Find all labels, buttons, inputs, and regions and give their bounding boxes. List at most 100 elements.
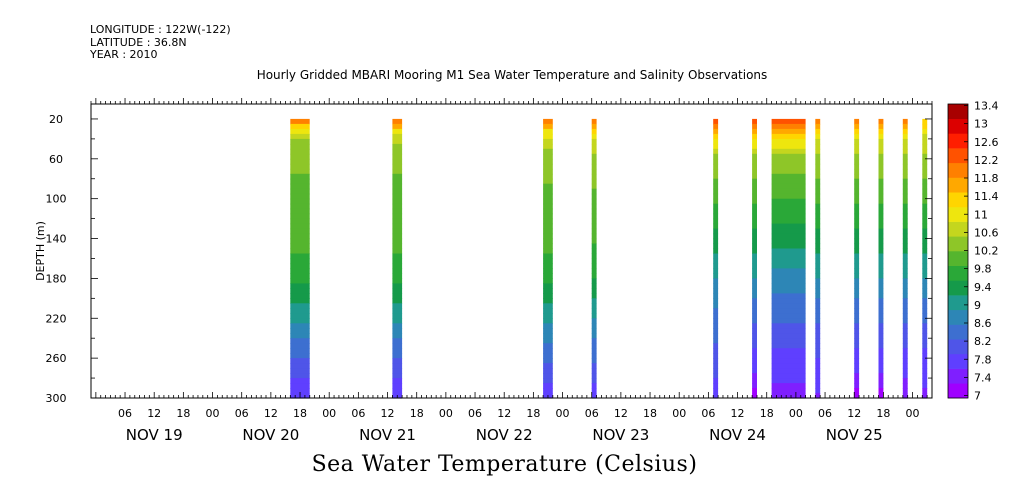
temperature-cell bbox=[752, 218, 757, 225]
temperature-cell bbox=[854, 378, 860, 384]
temperature-cell bbox=[902, 343, 908, 349]
temperature-cell bbox=[878, 333, 884, 339]
temperature-cell bbox=[854, 298, 860, 304]
colorbar-segment bbox=[948, 133, 968, 149]
temperature-cell bbox=[902, 333, 908, 339]
temperature-cell bbox=[290, 273, 310, 279]
temperature-cell bbox=[591, 253, 597, 260]
x-hour-tick-label: 12 bbox=[614, 407, 628, 420]
colorbar-border bbox=[947, 103, 969, 399]
temperature-cell bbox=[878, 208, 884, 215]
temperature-cell bbox=[713, 238, 719, 245]
x-hour-tick-label: 00 bbox=[556, 407, 570, 420]
temperature-cell bbox=[854, 388, 860, 394]
temperature-cell bbox=[815, 373, 821, 379]
temperature-cell bbox=[815, 303, 821, 309]
temperature-cell bbox=[922, 248, 928, 255]
temperature-cell bbox=[815, 243, 821, 250]
temperature-cell bbox=[392, 183, 403, 190]
temperature-cell bbox=[713, 153, 719, 160]
plot-frame bbox=[90, 103, 933, 399]
x-hour-tick-label: 18 bbox=[410, 407, 424, 420]
temperature-cell bbox=[713, 358, 719, 364]
temperature-cell bbox=[922, 218, 928, 225]
temperature-cell bbox=[290, 268, 310, 274]
temperature-cell bbox=[290, 348, 310, 354]
temperature-cell bbox=[752, 198, 757, 205]
temperature-cell bbox=[713, 223, 719, 230]
temperature-cell bbox=[922, 263, 928, 270]
x-hour-tick-label: 12 bbox=[731, 407, 745, 420]
temperature-cell bbox=[922, 378, 928, 384]
temperature-cell bbox=[771, 368, 806, 374]
temperature-cell bbox=[815, 248, 821, 255]
temperature-cell bbox=[854, 248, 860, 255]
temperature-cell bbox=[392, 173, 403, 180]
temperature-cell bbox=[771, 323, 806, 329]
temperature-cell bbox=[752, 383, 757, 389]
temperature-cell bbox=[771, 333, 806, 339]
temperature-cell bbox=[854, 243, 860, 250]
temperature-cell bbox=[591, 123, 597, 130]
chart-title: Hourly Gridded MBARI Mooring M1 Sea Wate… bbox=[256, 68, 768, 82]
colorbar-label: 9 bbox=[974, 299, 981, 312]
temperature-cell bbox=[543, 173, 553, 180]
x-axis: 06 12 18 00 06 12 18 00 06 12 18 00 06 12 18 00 06 12 18 00… bbox=[90, 98, 933, 444]
temperature-cell bbox=[290, 333, 310, 339]
y-tick-label: 300 bbox=[46, 392, 67, 405]
temperature-cell bbox=[815, 368, 821, 374]
temperature-cell bbox=[713, 208, 719, 215]
temperature-cell bbox=[878, 198, 884, 205]
temperature-cell bbox=[290, 253, 310, 260]
temperature-cell bbox=[290, 198, 310, 205]
temperature-cell bbox=[854, 348, 860, 354]
temperature-cell bbox=[878, 158, 884, 165]
temperature-cell bbox=[922, 388, 928, 394]
temperature-cell bbox=[392, 373, 403, 379]
temperature-cell bbox=[854, 318, 860, 324]
temperature-cell bbox=[752, 213, 757, 220]
temperature-cell bbox=[290, 303, 310, 309]
temperature-cell bbox=[922, 168, 928, 175]
temperature-cell bbox=[771, 178, 806, 185]
temperature-cell bbox=[771, 348, 806, 354]
temperature-cell bbox=[392, 323, 403, 329]
colorbar-label: 7.4 bbox=[974, 371, 992, 384]
temperature-cell bbox=[392, 328, 403, 334]
temperature-cell bbox=[854, 278, 860, 284]
temperature-cell bbox=[752, 173, 757, 180]
observation-block bbox=[922, 118, 928, 399]
temperature-cell bbox=[854, 393, 860, 399]
temperature-cell bbox=[713, 323, 719, 329]
observation-block bbox=[854, 118, 860, 399]
temperature-cell bbox=[713, 378, 719, 384]
colorbar: 13.4 13 12.6 12.2 11.8 11.4 11 10.6 10.2 9.8 9.4 9 8… bbox=[947, 100, 999, 403]
temperature-cell bbox=[771, 163, 806, 170]
temperature-cell bbox=[771, 358, 806, 364]
temperature-cell bbox=[591, 308, 597, 314]
colorbar-segment bbox=[948, 148, 968, 164]
temperature-cell bbox=[591, 158, 597, 165]
temperature-cell bbox=[290, 208, 310, 215]
temperature-cell bbox=[543, 263, 553, 270]
temperature-cell bbox=[752, 168, 757, 175]
temperature-cell bbox=[902, 323, 908, 329]
plot-border bbox=[90, 103, 933, 399]
colorbar-segment bbox=[948, 118, 968, 134]
temperature-cell bbox=[752, 233, 757, 240]
temperature-cell bbox=[543, 238, 553, 245]
observation-block bbox=[713, 118, 719, 399]
temperature-cell bbox=[290, 123, 310, 130]
temperature-cell bbox=[392, 278, 403, 284]
temperature-cell bbox=[392, 303, 403, 309]
observation-block bbox=[878, 118, 884, 399]
temperature-cell bbox=[878, 363, 884, 369]
temperature-cell bbox=[713, 328, 719, 334]
temperature-cell bbox=[854, 333, 860, 339]
temperature-cell bbox=[902, 363, 908, 369]
temperature-cell bbox=[878, 273, 884, 279]
x-hour-tick-label: 18 bbox=[526, 407, 540, 420]
colorbar-segment bbox=[948, 295, 968, 311]
temperature-cell bbox=[591, 228, 597, 235]
temperature-cell bbox=[752, 378, 757, 384]
